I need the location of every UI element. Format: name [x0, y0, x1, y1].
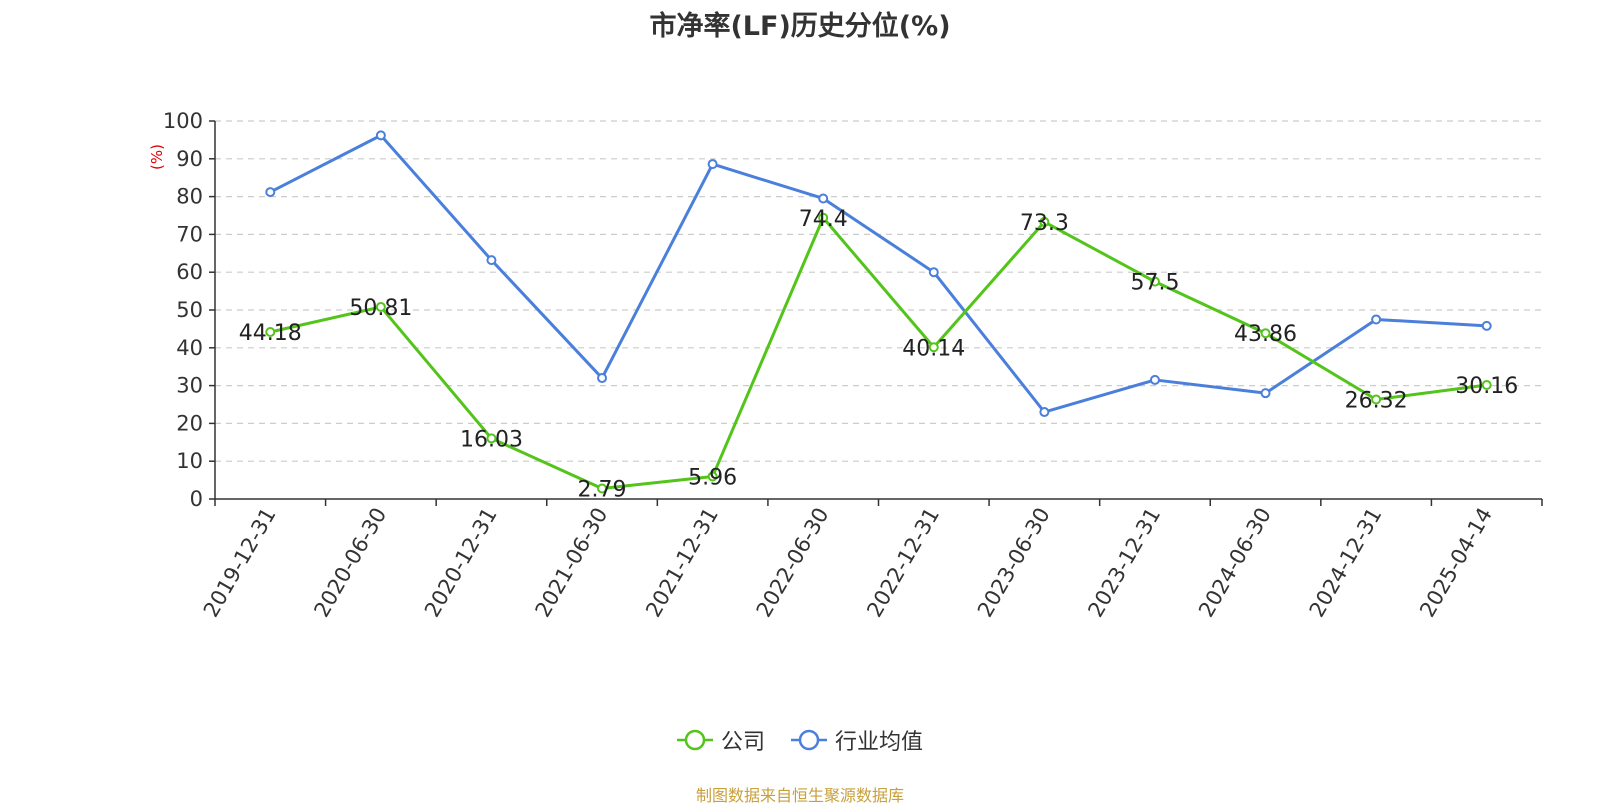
- y-tick-label: 50: [176, 298, 203, 322]
- x-tick-label: 2023-06-30: [973, 504, 1055, 622]
- data-point: [818, 212, 829, 223]
- y-tick-label: 100: [163, 109, 203, 133]
- data-point: [375, 130, 386, 141]
- data-point: [1371, 394, 1382, 405]
- y-tick-label: 70: [176, 222, 203, 246]
- y-tick-label: 10: [176, 449, 203, 473]
- x-tick-label: 2020-06-30: [309, 504, 391, 622]
- data-point: [707, 159, 718, 170]
- legend-item[interactable]: 行业均值: [791, 724, 923, 756]
- data-labels: 44.18 50.81 16.03 2.79 5.96 74.4 40.14 73.3 57.5…: [239, 207, 1518, 503]
- y-tick-label: 30: [176, 374, 203, 398]
- data-label: 30.16: [1455, 374, 1518, 399]
- y-tick-label: 60: [176, 260, 203, 284]
- data-label: 50.81: [349, 296, 412, 321]
- data-label: 40.14: [902, 336, 965, 361]
- data-label: 44.18: [239, 321, 302, 346]
- x-tick-label: 2025-04-14: [1415, 504, 1497, 622]
- x-tick-label: 2022-06-30: [752, 504, 834, 622]
- y-axis-label: (%): [148, 144, 166, 170]
- y-tick-label: 0: [190, 487, 203, 511]
- source-note: 制图数据来自恒生聚源数据库: [695, 786, 904, 805]
- data-label: 26.32: [1345, 389, 1408, 414]
- y-tick-label: 40: [176, 336, 203, 360]
- series-lines: [265, 130, 1492, 494]
- data-point: [928, 267, 939, 278]
- legend-line-circle-icon: [791, 729, 827, 751]
- y-tick-label: 90: [176, 147, 203, 171]
- data-point: [486, 255, 497, 266]
- data-label: 57.5: [1130, 271, 1179, 296]
- data-point: [265, 326, 276, 337]
- data-label: 5.96: [688, 465, 737, 490]
- series-line: [269, 133, 1487, 414]
- data-point: [818, 193, 829, 204]
- data-point: [375, 301, 386, 312]
- legend-line-circle-icon: [676, 729, 713, 751]
- data-point: [1039, 216, 1050, 227]
- data-point: [597, 373, 608, 384]
- chart-title: 市净率(LF)历史分位(%): [649, 11, 951, 42]
- data-point: [1481, 379, 1492, 390]
- data-label: 74.4: [799, 207, 848, 232]
- axes: 0 10 20 30 40 50 60 70 80 90 100 (%) 2019-12-31 2020-…: [148, 109, 1543, 622]
- legend-item[interactable]: 公司: [676, 724, 765, 756]
- data-point: [1260, 388, 1271, 399]
- x-tick-label: 2021-12-31: [641, 504, 723, 622]
- legend-label: 行业均值: [835, 730, 924, 755]
- data-label: 2.79: [578, 477, 627, 502]
- data-point: [486, 433, 497, 444]
- data-label: 43.86: [1234, 322, 1297, 347]
- data-label: 73.3: [1020, 211, 1069, 236]
- x-tick-label: 2019-12-31: [199, 504, 281, 622]
- legend-label: 公司: [720, 730, 765, 755]
- data-point: [597, 483, 608, 494]
- x-tick-label: 2024-12-31: [1305, 504, 1387, 622]
- x-tick-label: 2021-06-30: [531, 504, 613, 622]
- data-point: [1260, 328, 1271, 339]
- x-tick-label: 2023-12-31: [1083, 504, 1165, 622]
- data-point: [1149, 374, 1160, 385]
- data-point: [265, 187, 276, 198]
- data-point: [1039, 407, 1050, 418]
- y-tick-label: 80: [176, 185, 203, 209]
- y-tick-label: 20: [176, 411, 203, 435]
- data-label: 16.03: [460, 427, 523, 452]
- series-line: [269, 216, 1487, 490]
- legend: 公司 行业均值: [0, 724, 1600, 756]
- data-point: [1149, 276, 1160, 287]
- data-point: [1371, 314, 1382, 325]
- data-point: [1481, 320, 1492, 331]
- x-tick-label: 2022-12-31: [862, 504, 944, 622]
- x-tick-label: 2020-12-31: [420, 504, 502, 622]
- data-point: [928, 342, 939, 353]
- data-point: [707, 471, 718, 482]
- x-tick-label: 2024-06-30: [1194, 504, 1276, 622]
